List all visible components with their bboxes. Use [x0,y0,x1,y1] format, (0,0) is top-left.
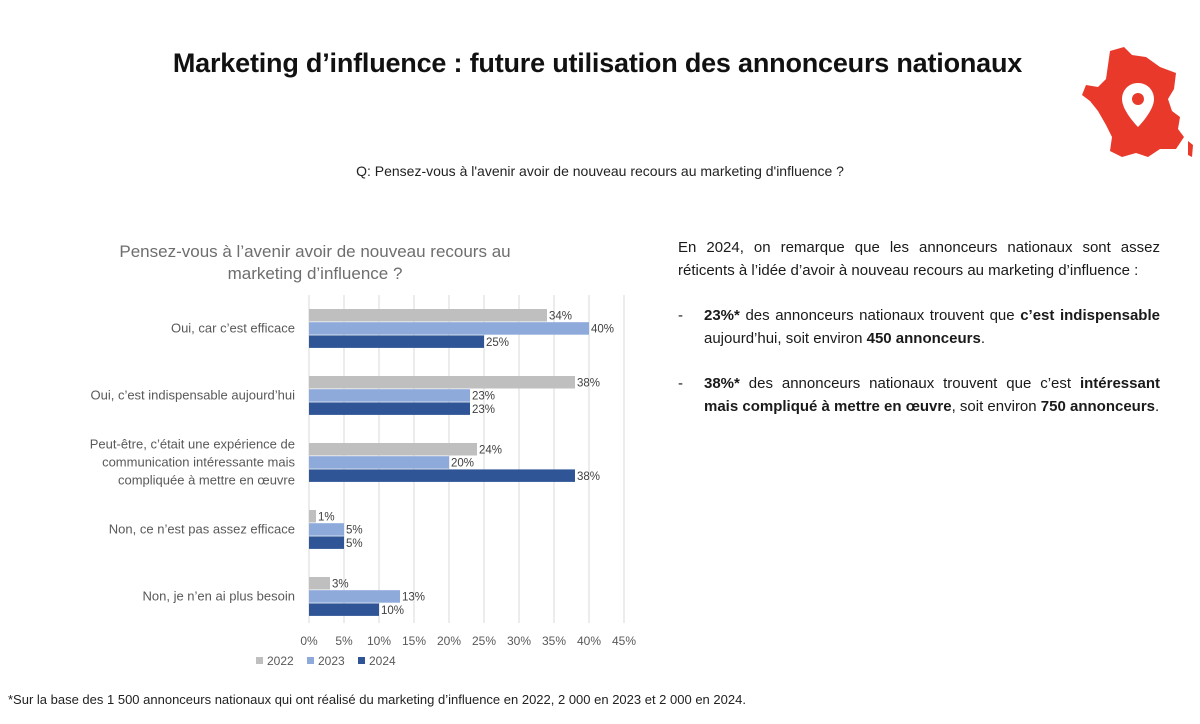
bar [309,536,344,549]
bar [309,376,575,389]
data-label: 5% [346,538,363,550]
bar [309,335,484,348]
bar [309,523,344,536]
commentary-text: 23%* des annonceurs nationaux trouvent q… [704,304,1160,350]
commentary-dash: - [678,375,683,392]
x-tick-label: 45% [612,634,636,648]
x-tick-label: 30% [507,634,531,648]
commentary-panel: En 2024, on remarque que les annonceurs … [678,236,1160,418]
data-label: 24% [479,445,502,457]
bar [309,402,470,415]
data-label: 34% [549,311,572,323]
bar [309,469,575,482]
data-label: 5% [346,525,363,537]
commentary-span: des annonceurs nationaux trouvent que [739,307,1021,324]
category-label: Oui, c’est indispensable aujourd’hui [90,387,295,402]
bar [309,443,477,456]
commentary-item: - 23%* des annonceurs nationaux trouvent… [678,304,1160,350]
commentary-span: aujourd’hui, soit environ [704,330,867,347]
bar [309,510,316,523]
commentary-bold: 750 annonceurs [1040,398,1156,415]
legend-label: 2022 [267,654,294,668]
survey-question: Q: Pensez-vous à l'avenir avoir de nouve… [356,163,844,179]
commentary-bold: 23%* [704,307,740,324]
x-tick-label: 40% [577,634,601,648]
bar-chart: 0% 5% 10% 15% 20% 25% 30% 35% 40% 45% 34% 40% 25% Oui… [90,295,636,668]
page-title: Marketing d’influence : future utilisati… [172,48,1023,78]
commentary-text: 38%* des annonceurs nationaux trouvent q… [704,372,1160,418]
bar [309,590,400,603]
bar [309,309,547,322]
commentary-span: , soit environ [951,398,1041,415]
category-label: Peut-être, c’était une expérience de [90,436,295,451]
commentary-span: . [1155,398,1160,415]
data-label: 38% [577,471,600,483]
x-tick-label: 20% [437,634,461,648]
legend-swatch [307,657,314,664]
commentary-span: . [980,330,985,347]
data-label: 10% [381,605,404,617]
bar [309,577,330,590]
data-label: 3% [332,579,349,591]
x-tick-label: 5% [335,634,353,648]
data-label: 13% [402,592,425,604]
france-map-icon [1082,47,1193,157]
x-tick-label: 25% [472,634,496,648]
footnote: *Sur la base des 1 500 annonceurs nation… [8,692,746,707]
commentary-bold: intéressant mais compliqué à mettre en œ… [704,375,1160,415]
x-tick-label: 10% [367,634,391,648]
data-label: 23% [472,391,495,403]
category-label: communication intéressante mais [102,454,295,469]
data-label: 23% [472,404,495,416]
x-tick-label: 0% [300,634,318,648]
x-tick-label: 15% [402,634,426,648]
commentary-bold: 38%* [704,375,740,392]
chart-title: Pensez-vous à l’avenir avoir de nouveau … [119,242,511,283]
data-label: 40% [591,324,614,336]
category-label: Oui, car c’est efficace [171,320,295,335]
commentary-intro: En 2024, on remarque que les annonceurs … [678,239,1160,279]
category-label: compliquée à mettre en œuvre [118,472,295,487]
commentary-bold: c’est indispensable [1020,307,1160,324]
bar [309,389,470,402]
legend-swatch [358,657,365,664]
commentary-item: - 38%* des annonceurs nationaux trouvent… [678,372,1160,418]
data-label: 38% [577,378,600,390]
bar [309,603,379,616]
commentary-span: des annonceurs nationaux trouvent que c’… [739,375,1080,392]
category-label: Non, ce n’est pas assez efficace [109,521,295,536]
data-label: 25% [486,337,509,349]
bar [309,322,589,335]
category-label: Non, je n’en ai plus besoin [143,588,296,603]
legend-swatch [256,657,263,664]
location-pin-dot [1132,93,1144,105]
x-tick-label: 35% [542,634,566,648]
commentary-bold: 450 annonceurs [866,330,981,347]
commentary-dash: - [678,307,683,324]
legend-label: 2023 [318,654,345,668]
legend-label: 2024 [369,654,396,668]
bar [309,456,449,469]
data-label: 20% [451,458,474,470]
data-label: 1% [318,512,335,524]
